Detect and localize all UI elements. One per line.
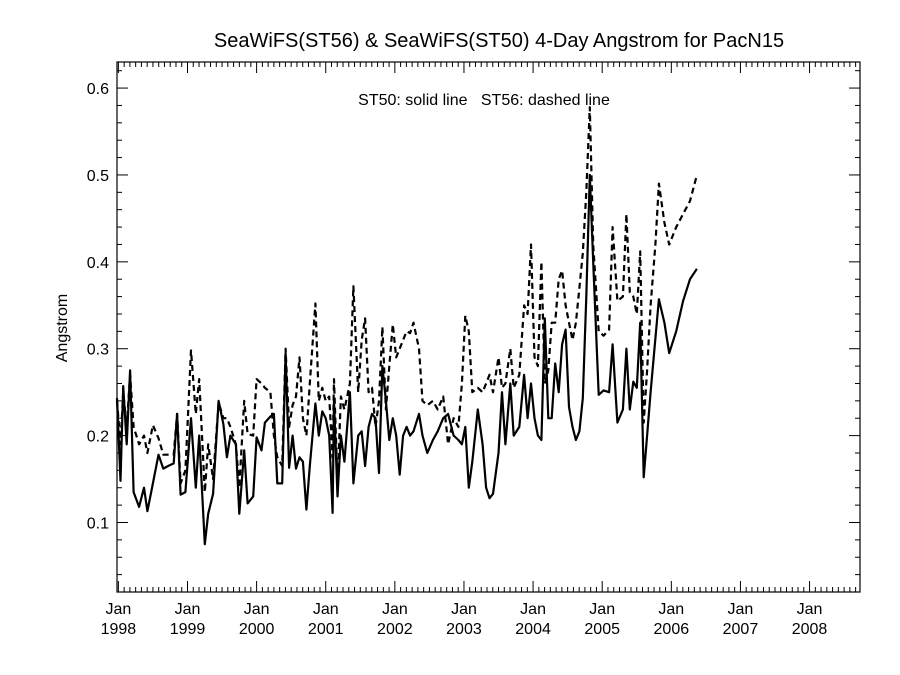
x-tick-month-label: Jan (105, 601, 131, 618)
x-tick-year-label: 2004 (515, 621, 551, 638)
y-tick-label: 0.5 (87, 168, 109, 185)
x-tick-year-label: 1999 (170, 621, 206, 638)
x-tick-year-label: 2007 (723, 621, 759, 638)
y-axis-label: Angstrom (54, 294, 71, 362)
x-tick-month-label: Jan (451, 601, 477, 618)
x-tick-month-label: Jan (382, 601, 408, 618)
legend-annotation: ST50: solid line ST56: dashed line (358, 92, 610, 109)
x-tick-month-label: Jan (658, 601, 684, 618)
x-tick-year-label: 2005 (584, 621, 620, 638)
x-tick-month-label: Jan (797, 601, 823, 618)
y-tick-label: 0.3 (87, 342, 109, 359)
x-tick-month-label: Jan (728, 601, 754, 618)
x-tick-year-label: 1998 (101, 621, 137, 638)
x-tick-month-label: Jan (520, 601, 546, 618)
x-tick-month-label: Jan (589, 601, 615, 618)
x-tick-year-label: 2002 (377, 621, 413, 638)
axis-layer: 0.1 0.2 0.3 0.4 0.5 0.6 Jan 1998 Jan 1999 Jan 2000 J… (87, 62, 860, 638)
x-tick-year-label: 2008 (792, 621, 828, 638)
series-line-st56 (115, 106, 698, 494)
x-tick-year-label: 2003 (446, 621, 482, 638)
plot-frame (116, 61, 861, 593)
chart-title: SeaWiFS(ST56) & SeaWiFS(ST50) 4-Day Angs… (214, 30, 784, 52)
x-tick-year-label: 2001 (308, 621, 344, 638)
x-tick-year-label: 2000 (239, 621, 275, 638)
x-tick-month-label: Jan (313, 601, 339, 618)
y-tick-label: 0.2 (87, 429, 109, 446)
y-tick-label: 0.4 (87, 255, 109, 272)
x-tick-month-label: Jan (244, 601, 270, 618)
x-tick-year-label: 2006 (654, 621, 690, 638)
y-tick-label: 0.1 (87, 515, 109, 532)
series-layer (115, 106, 698, 546)
y-tick-label: 0.6 (87, 81, 109, 98)
x-tick-month-label: Jan (175, 601, 201, 618)
